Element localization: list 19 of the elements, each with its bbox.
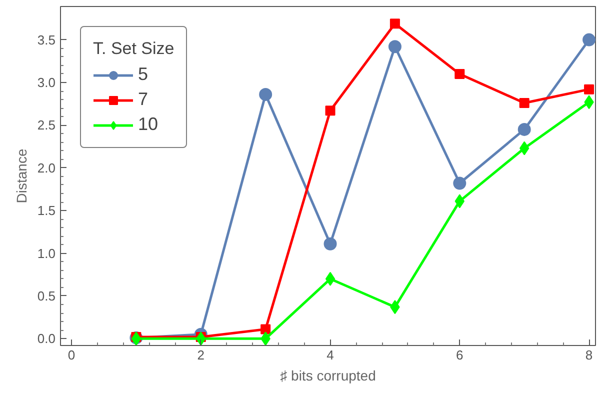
y-axis-title: Distance <box>13 148 30 204</box>
y-tick-label: 0.5 <box>37 288 56 304</box>
legend-title: T. Set Size <box>93 39 174 59</box>
x-tick-label: 0 <box>68 348 76 362</box>
y-tick-label: 0.0 <box>37 331 56 346</box>
x-axis-title: ♯ bits corrupted <box>280 368 376 384</box>
x-tick-label: 8 <box>585 348 593 362</box>
x-tick-label: 6 <box>456 348 464 362</box>
y-tick-label: 3.5 <box>37 32 56 48</box>
y-tick-label: 2.5 <box>37 118 56 133</box>
y-tick-label: 2.0 <box>37 160 56 176</box>
y-tick-label: 3.0 <box>37 74 56 90</box>
legend-label: 10 <box>138 114 158 135</box>
legend-label: 5 <box>138 64 150 85</box>
x-tick-label: 4 <box>326 348 334 362</box>
x-tick-label: 2 <box>197 348 204 362</box>
y-tick-label: 1.5 <box>37 203 56 218</box>
legend-label: 7 <box>138 89 150 110</box>
y-tick-label: 1.0 <box>37 246 56 261</box>
